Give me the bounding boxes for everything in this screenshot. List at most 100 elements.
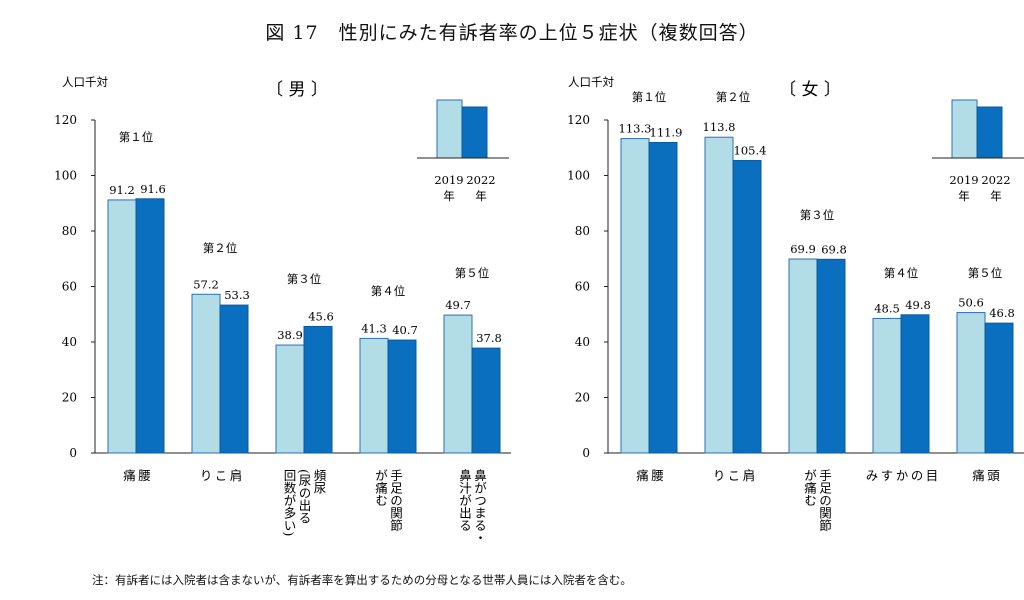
legend-swatch-2022 bbox=[976, 106, 1003, 159]
bar-2022-male-3 bbox=[387, 339, 417, 454]
rank-label-female-2: 第３位 bbox=[800, 208, 835, 222]
legend-label-unit-1: 年 bbox=[475, 189, 487, 203]
legend-label-unit-0: 年 bbox=[443, 189, 455, 203]
category-label-female-1: 肩 bbox=[741, 468, 756, 482]
data-label-2022-female-3: 49.8 bbox=[905, 298, 931, 312]
category-label-male-0: 腰 bbox=[136, 469, 151, 482]
legend-label-year-0: 2019 bbox=[949, 173, 978, 187]
data-label-2019-female-1: 113.8 bbox=[703, 120, 736, 134]
y-tick-label: 0 bbox=[582, 446, 590, 460]
bar-2022-female-2 bbox=[816, 258, 846, 454]
category-label-female-3: す bbox=[879, 469, 894, 482]
rank-label-male-1: 第２位 bbox=[203, 241, 238, 255]
legend-swatch-2019 bbox=[951, 99, 978, 159]
category-label-male-1: こ bbox=[213, 469, 228, 482]
panel-title-male: 〔 男 〕 bbox=[266, 80, 328, 100]
category-label-female-3: か bbox=[894, 469, 909, 482]
data-label-2022-male-4: 37.8 bbox=[476, 331, 502, 345]
legend-swatch-2019 bbox=[436, 99, 463, 159]
rank-label-male-4: 第５位 bbox=[455, 266, 490, 280]
data-label-2019-female-0: 113.3 bbox=[619, 122, 652, 136]
category-label-male-1: 肩 bbox=[228, 468, 243, 482]
rank-label-male-0: 第１位 bbox=[119, 130, 154, 144]
category-label-female-1: り bbox=[711, 469, 726, 482]
y-tick-label: 60 bbox=[62, 280, 77, 294]
y-tick-label: 60 bbox=[575, 280, 590, 294]
y-tick-label: 20 bbox=[575, 391, 590, 405]
bar-2022-female-3 bbox=[900, 314, 930, 454]
category-label-female-2: 手足の関節 bbox=[817, 469, 832, 532]
legend-label-unit-1: 年 bbox=[990, 189, 1002, 203]
bar-2019-male-0 bbox=[107, 199, 137, 454]
data-label-2022-male-3: 40.7 bbox=[392, 323, 418, 337]
bar-2022-male-4 bbox=[471, 347, 501, 454]
y-tick-label: 0 bbox=[69, 446, 77, 460]
y-tick-label: 120 bbox=[567, 113, 590, 127]
y-tick-label: 100 bbox=[54, 169, 77, 183]
y-tick-label: 40 bbox=[575, 335, 590, 349]
data-label-2019-female-2: 69.9 bbox=[790, 242, 816, 256]
y-tick-label: 40 bbox=[62, 335, 77, 349]
data-label-2022-male-0: 91.6 bbox=[140, 182, 166, 196]
legend-swatch-2022 bbox=[461, 106, 488, 159]
legend-label-unit-0: 年 bbox=[958, 189, 970, 203]
category-label-female-4: 頭 bbox=[985, 469, 1000, 482]
bar-2019-female-4 bbox=[956, 312, 986, 454]
data-label-2022-female-2: 69.8 bbox=[821, 242, 847, 256]
y-tick-label: 80 bbox=[62, 224, 77, 238]
data-label-2019-male-0: 91.2 bbox=[109, 183, 135, 197]
y-tick-label: 100 bbox=[567, 169, 590, 183]
rank-label-male-2: 第３位 bbox=[287, 272, 322, 286]
data-label-2019-male-3: 41.3 bbox=[361, 321, 387, 335]
bar-2019-male-3 bbox=[359, 337, 389, 454]
footnote: 注：有訴者には入院者は含まないが、有訴者率を算出するための分母となる世帯人員には… bbox=[92, 573, 632, 587]
data-label-2019-male-2: 38.9 bbox=[277, 328, 303, 342]
panel-title-female: 〔 女 〕 bbox=[779, 80, 841, 100]
category-label-male-4: 鼻がつまる・ bbox=[472, 468, 487, 544]
category-label-female-0: 腰 bbox=[649, 469, 664, 482]
rank-label-male-3: 第４位 bbox=[371, 284, 406, 298]
data-label-2019-male-1: 57.2 bbox=[193, 277, 219, 291]
category-label-male-0: 痛 bbox=[121, 468, 136, 482]
data-label-2022-female-4: 46.8 bbox=[989, 306, 1015, 320]
bar-2019-female-1 bbox=[704, 136, 734, 454]
legend-label-year-0: 2019 bbox=[434, 173, 463, 187]
bar-2019-female-2 bbox=[788, 258, 818, 454]
bar-2019-female-0 bbox=[620, 138, 650, 454]
category-label-female-3: の bbox=[909, 469, 924, 482]
bar-2022-female-1 bbox=[732, 160, 762, 454]
y-axis-unit-label: 人口千対 bbox=[568, 75, 614, 89]
bar-2019-male-2 bbox=[275, 344, 305, 454]
y-axis-unit-label: 人口千対 bbox=[62, 75, 108, 89]
data-label-2019-female-3: 48.5 bbox=[874, 301, 900, 315]
data-label-2019-male-4: 49.7 bbox=[445, 298, 471, 312]
category-label-male-2: (尿の出る bbox=[297, 469, 312, 524]
bar-2022-female-4 bbox=[984, 322, 1014, 454]
category-label-female-1: こ bbox=[726, 469, 741, 482]
category-label-male-3: 手足の関節 bbox=[388, 469, 403, 532]
rank-label-female-3: 第４位 bbox=[884, 266, 919, 280]
data-label-2022-male-2: 45.6 bbox=[308, 309, 334, 323]
y-tick-label: 80 bbox=[575, 224, 590, 238]
category-label-male-2: 頻尿 bbox=[312, 469, 327, 494]
rank-label-female-0: 第１位 bbox=[632, 90, 667, 104]
category-label-male-1: り bbox=[198, 469, 213, 482]
category-label-male-4: 鼻汁が出る bbox=[457, 468, 472, 532]
bar-2022-male-2 bbox=[303, 325, 333, 454]
data-label-2022-female-0: 111.9 bbox=[650, 125, 683, 139]
category-label-female-0: 痛 bbox=[634, 468, 649, 482]
bar-2019-female-3 bbox=[872, 317, 902, 454]
bar-2022-female-0 bbox=[648, 141, 678, 454]
legend-label-year-1: 2022 bbox=[466, 173, 495, 187]
rank-label-female-1: 第２位 bbox=[716, 90, 751, 104]
bar-2019-male-4 bbox=[443, 314, 473, 454]
legend-label-year-1: 2022 bbox=[981, 173, 1010, 187]
category-label-female-2: が痛む bbox=[802, 468, 817, 507]
category-label-female-3: み bbox=[864, 469, 879, 482]
data-label-2022-female-1: 105.4 bbox=[734, 144, 767, 158]
figure-title: 図 17 性別にみた有訴者率の上位５症状（複数回答） bbox=[265, 22, 759, 44]
category-label-female-3: 目 bbox=[924, 469, 939, 482]
data-label-2019-female-4: 50.6 bbox=[958, 296, 984, 310]
category-label-female-4: 痛 bbox=[970, 468, 985, 482]
